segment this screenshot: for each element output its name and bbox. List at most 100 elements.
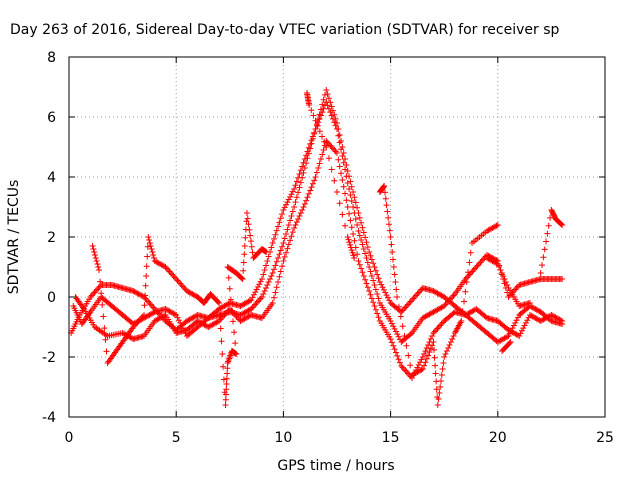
data-point	[391, 346, 398, 353]
data-point	[328, 166, 335, 173]
data-point	[142, 292, 149, 299]
data-point	[334, 189, 340, 195]
data-point	[307, 141, 314, 147]
data-point	[338, 146, 345, 153]
data-point	[419, 354, 426, 360]
data-point	[317, 112, 324, 119]
data-point	[303, 152, 310, 159]
data-point	[510, 322, 517, 329]
data-point	[493, 260, 500, 267]
data-point	[275, 279, 282, 285]
data-point	[314, 123, 321, 129]
data-point	[321, 142, 328, 149]
data-point	[219, 351, 226, 357]
data-point	[441, 354, 448, 360]
data-point	[360, 229, 367, 236]
data-point	[347, 217, 354, 224]
data-point	[399, 364, 406, 371]
x-tick-label: 15	[382, 430, 400, 446]
data-point	[395, 356, 402, 363]
data-point	[323, 99, 330, 105]
data-point	[350, 252, 357, 259]
data-point	[215, 298, 222, 305]
data-point	[175, 279, 182, 285]
data-point	[409, 297, 416, 303]
data-point	[295, 174, 302, 181]
data-point	[241, 243, 248, 249]
data-point	[386, 227, 393, 234]
data-point	[299, 163, 306, 170]
data-point	[169, 271, 176, 278]
data-point	[410, 295, 417, 302]
data-point	[362, 276, 369, 283]
data-point	[355, 228, 362, 234]
data-point	[217, 325, 224, 332]
data-point	[461, 298, 468, 305]
data-point	[224, 365, 231, 372]
data-point	[323, 87, 330, 93]
data-point	[504, 333, 511, 340]
data-point	[285, 196, 292, 203]
data-point	[296, 213, 303, 219]
data-point	[304, 148, 311, 155]
data-point	[279, 243, 286, 250]
data-point	[393, 286, 400, 293]
data-point	[364, 284, 371, 291]
data-point	[438, 321, 445, 327]
data-point	[339, 153, 346, 159]
data-point	[345, 236, 352, 243]
data-point	[220, 376, 227, 383]
data-point	[256, 297, 263, 303]
data-point	[396, 359, 403, 366]
data-point	[374, 271, 381, 278]
data-point	[403, 369, 410, 375]
data-point	[399, 323, 406, 330]
data-point	[331, 119, 338, 126]
data-point	[473, 264, 480, 270]
data-point	[220, 363, 227, 370]
data-point	[493, 222, 500, 229]
data-point	[469, 268, 476, 275]
data-point	[435, 396, 442, 402]
data-point	[418, 356, 425, 363]
data-point	[331, 111, 338, 118]
data-point	[103, 348, 110, 355]
series-track-c	[72, 138, 566, 381]
data-point	[422, 348, 429, 354]
data-point	[342, 190, 349, 197]
data-point	[346, 210, 353, 217]
data-point	[374, 310, 381, 317]
data-point	[360, 246, 367, 252]
data-point	[522, 319, 529, 326]
data-point	[405, 301, 412, 308]
data-point	[295, 216, 302, 222]
data-point	[289, 208, 296, 215]
data-point	[405, 370, 412, 377]
data-point	[242, 234, 249, 241]
data-point	[240, 267, 247, 274]
data-point	[518, 327, 525, 334]
data-point	[252, 289, 259, 296]
data-point	[379, 284, 386, 291]
data-point	[283, 201, 290, 208]
data-point	[512, 286, 519, 293]
data-point	[496, 264, 503, 270]
data-point	[100, 313, 107, 320]
data-point	[359, 269, 366, 276]
data-point	[275, 223, 282, 230]
data-point	[507, 339, 514, 345]
data-point	[425, 352, 432, 359]
data-point	[367, 291, 374, 298]
data-point	[231, 329, 238, 336]
y-tick-label: 4	[47, 170, 56, 186]
data-point	[342, 166, 349, 173]
data-point	[356, 232, 363, 239]
data-point	[543, 238, 550, 245]
data-point	[280, 240, 287, 246]
data-point	[389, 249, 396, 255]
data-point	[306, 102, 313, 108]
data-point	[465, 269, 472, 276]
data-point	[362, 250, 369, 257]
data-point	[329, 145, 336, 152]
